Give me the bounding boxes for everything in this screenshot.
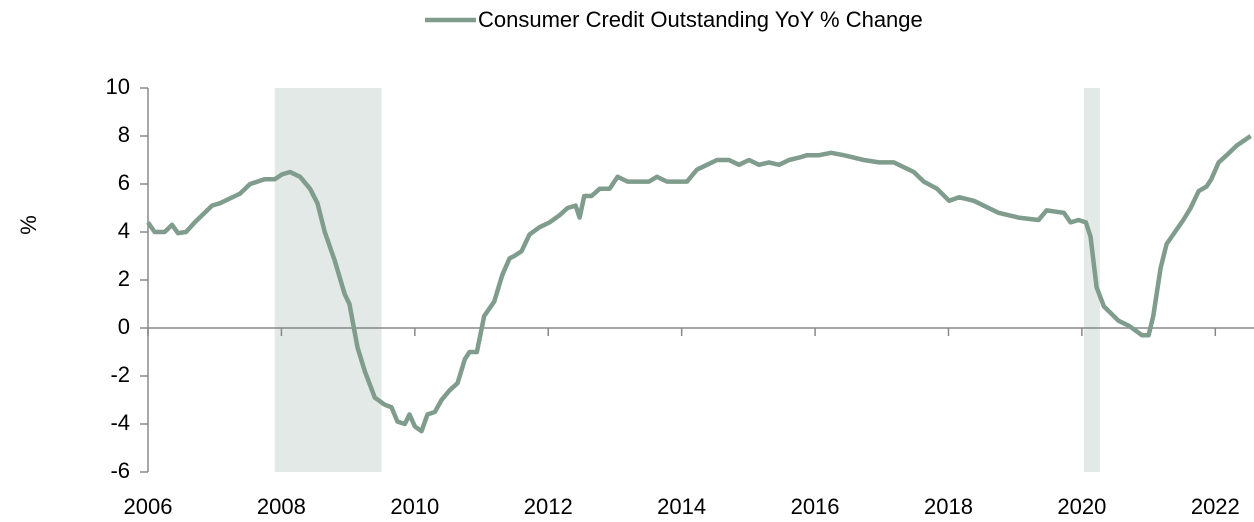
x-tick-label: 2016 xyxy=(791,494,840,519)
x-tick-label: 2008 xyxy=(257,494,306,519)
y-tick-label: 6 xyxy=(118,170,130,195)
x-tick-label: 2022 xyxy=(1191,494,1240,519)
x-tick-label: 2006 xyxy=(124,494,173,519)
y-axis-label: % xyxy=(16,215,41,235)
y-tick-label: 8 xyxy=(118,122,130,147)
recession-band xyxy=(1083,88,1100,472)
data-line xyxy=(146,134,1252,434)
legend-label: Consumer Credit Outstanding YoY % Change xyxy=(478,7,923,32)
y-tick-label: -2 xyxy=(110,362,130,387)
y-tick-label: 0 xyxy=(118,314,130,339)
x-tick-label: 2010 xyxy=(390,494,439,519)
x-tick-label: 2014 xyxy=(657,494,706,519)
y-tick-label: -6 xyxy=(110,458,130,483)
y-tick-label: 2 xyxy=(118,266,130,291)
x-tick-label: 2012 xyxy=(524,494,573,519)
x-tick-label: 2020 xyxy=(1057,494,1106,519)
y-tick-label: 10 xyxy=(106,74,130,99)
recession-band xyxy=(274,88,382,472)
y-tick-label: -4 xyxy=(110,410,130,435)
y-tick-label: 4 xyxy=(118,218,130,243)
x-tick-label: 2018 xyxy=(924,494,973,519)
